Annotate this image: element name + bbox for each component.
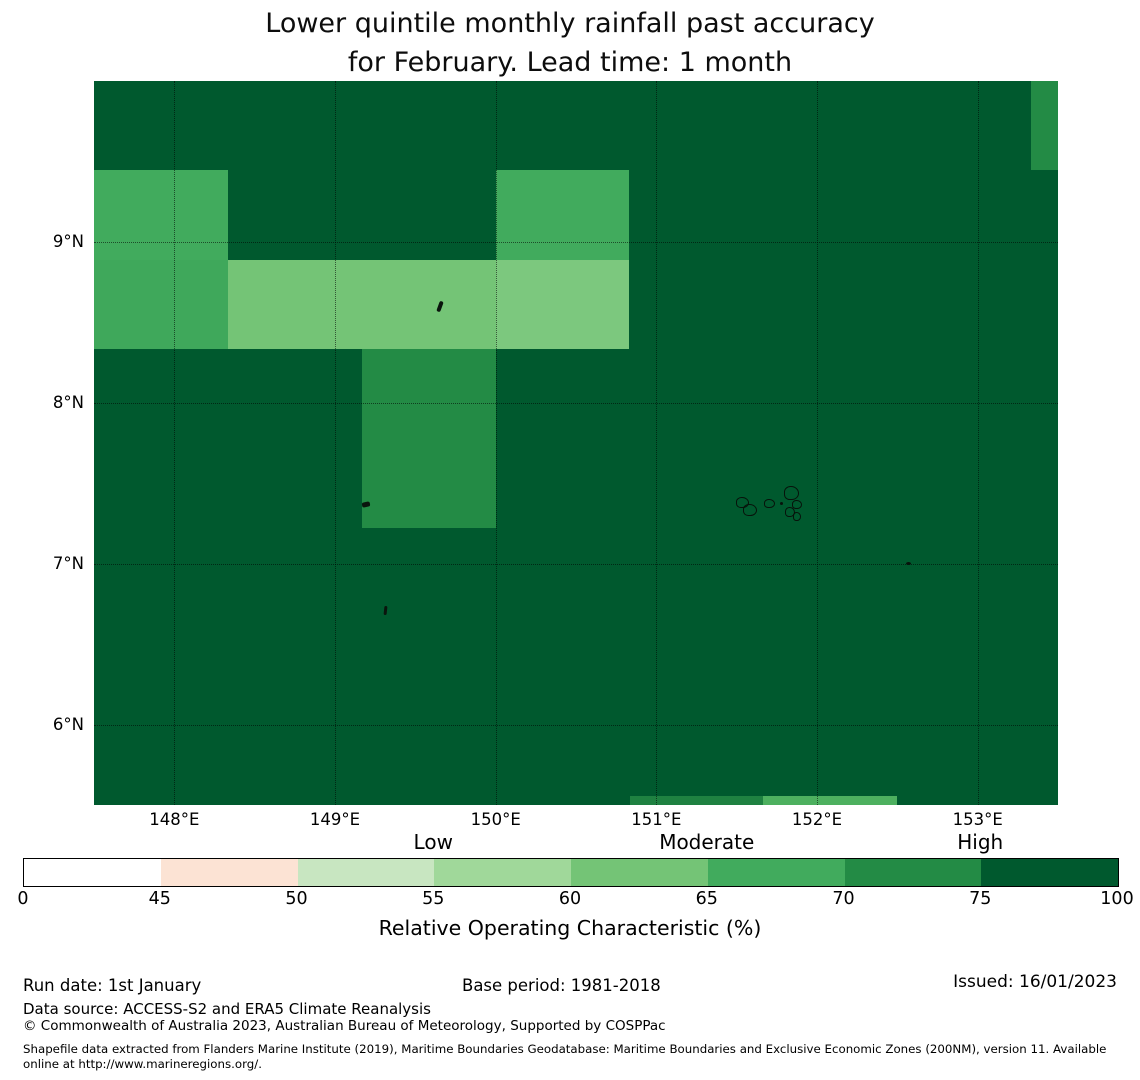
island-mark — [784, 486, 799, 500]
x-tick-label: 150°E — [470, 810, 521, 829]
map-cell-roc-70-75 — [361, 349, 496, 528]
x-tick-label: 149°E — [309, 810, 361, 829]
page-title-line1: Lower quintile monthly rainfall past acc… — [265, 8, 875, 39]
gridline-horizontal — [94, 563, 1058, 565]
colorbar-tick-label: 70 — [832, 889, 855, 909]
map-cell-roc-65-70 — [763, 795, 898, 805]
gridline-vertical — [495, 81, 497, 805]
colorbar-qualitative-label: Moderate — [659, 830, 755, 854]
colorbar-segment-0-45 — [24, 859, 161, 886]
island-mark — [793, 512, 801, 521]
x-tick-label: 151°E — [631, 810, 682, 829]
colorbar-qualitative-label: Low — [413, 830, 453, 854]
colorbar-title: Relative Operating Characteristic (%) — [378, 916, 762, 940]
colorbar-tick-label: 45 — [148, 889, 171, 909]
map-cell-roc-70-75 — [1031, 81, 1058, 171]
x-tick-label: 152°E — [791, 810, 843, 829]
copyright-text: © Commonwealth of Australia 2023, Austra… — [23, 1018, 666, 1034]
map-plot — [94, 81, 1058, 805]
island-mark — [383, 605, 388, 616]
colorbar-tick-label: 60 — [558, 889, 582, 909]
colorbar-segment-60-65 — [571, 859, 708, 886]
map-cell-roc-65-70 — [94, 259, 228, 350]
colorbar-tick-label: 55 — [422, 889, 445, 909]
island-mark — [780, 502, 783, 505]
colorbar-segment-50-55 — [297, 859, 435, 886]
map-cell-roc-70-75 — [629, 795, 764, 805]
island-mark — [764, 499, 775, 508]
gridline-horizontal — [94, 241, 1058, 243]
gridline-vertical — [977, 81, 979, 805]
colorbar-tick-label: 50 — [285, 889, 308, 909]
colorbar-segment-70-75 — [844, 859, 982, 886]
issued-date-text: Issued: 16/01/2023 — [953, 972, 1117, 992]
gridline-vertical — [174, 81, 176, 805]
colorbar-segment-75-100 — [981, 859, 1118, 886]
y-tick-label: 9°N — [52, 231, 84, 251]
x-tick-label: 148°E — [149, 810, 200, 829]
y-tick-label: 7°N — [52, 553, 84, 573]
gridline-horizontal — [94, 402, 1058, 404]
colorbar-tick-label: 100 — [1100, 889, 1134, 909]
data-source-text: Data source: ACCESS-S2 and ERA5 Climate … — [23, 1000, 431, 1018]
run-date-text: Run date: 1st January — [23, 976, 202, 995]
island-mark — [743, 504, 757, 516]
colorbar-segment-45-50 — [160, 859, 298, 886]
map-cell-roc-65-70 — [495, 170, 630, 260]
island-mark — [736, 497, 749, 508]
colorbar-segment-55-60 — [434, 859, 571, 886]
colorbar-tick-label: 65 — [695, 889, 718, 909]
map-cell-roc-60-65 — [227, 259, 496, 350]
y-tick-label: 8°N — [52, 392, 84, 412]
colorbar-qualitative-label: High — [957, 830, 1004, 854]
page-title-line2: for February. Lead time: 1 month — [347, 47, 793, 78]
base-period-text: Base period: 1981-2018 — [462, 976, 661, 995]
colorbar-tick-label: 0 — [17, 889, 29, 909]
gridline-vertical — [335, 81, 336, 805]
colorbar — [23, 858, 1119, 887]
gridline-vertical — [817, 81, 818, 805]
map-cell-roc-65-70 — [94, 170, 228, 260]
shapefile-attribution-text: Shapefile data extracted from Flanders M… — [23, 1042, 1107, 1071]
island-mark — [906, 562, 911, 565]
gridline-horizontal — [94, 724, 1058, 726]
x-tick-label: 153°E — [952, 810, 1003, 829]
y-tick-label: 6°N — [52, 714, 84, 734]
map-cell-roc-60-65 — [495, 259, 630, 350]
colorbar-tick-label: 75 — [969, 889, 992, 909]
island-mark — [792, 500, 802, 509]
colorbar-segment-65-70 — [707, 859, 845, 886]
gridline-vertical — [656, 81, 658, 805]
